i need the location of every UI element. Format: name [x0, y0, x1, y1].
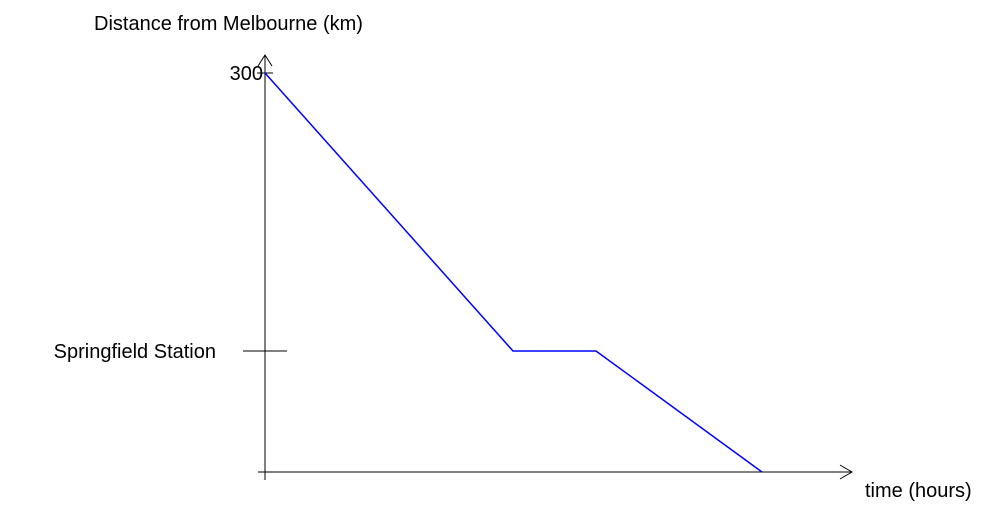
y-axis-arrowhead [257, 54, 273, 67]
x-axis-arrowhead [839, 464, 853, 480]
y-tick-label-0: 300 [230, 63, 263, 85]
y-tick-label-1: Springfield Station [54, 341, 216, 363]
series-line [264, 72, 763, 473]
x-axis-label: time (hours) [865, 480, 972, 502]
y-axis-label: Distance from Melbourne (km) [94, 13, 363, 35]
